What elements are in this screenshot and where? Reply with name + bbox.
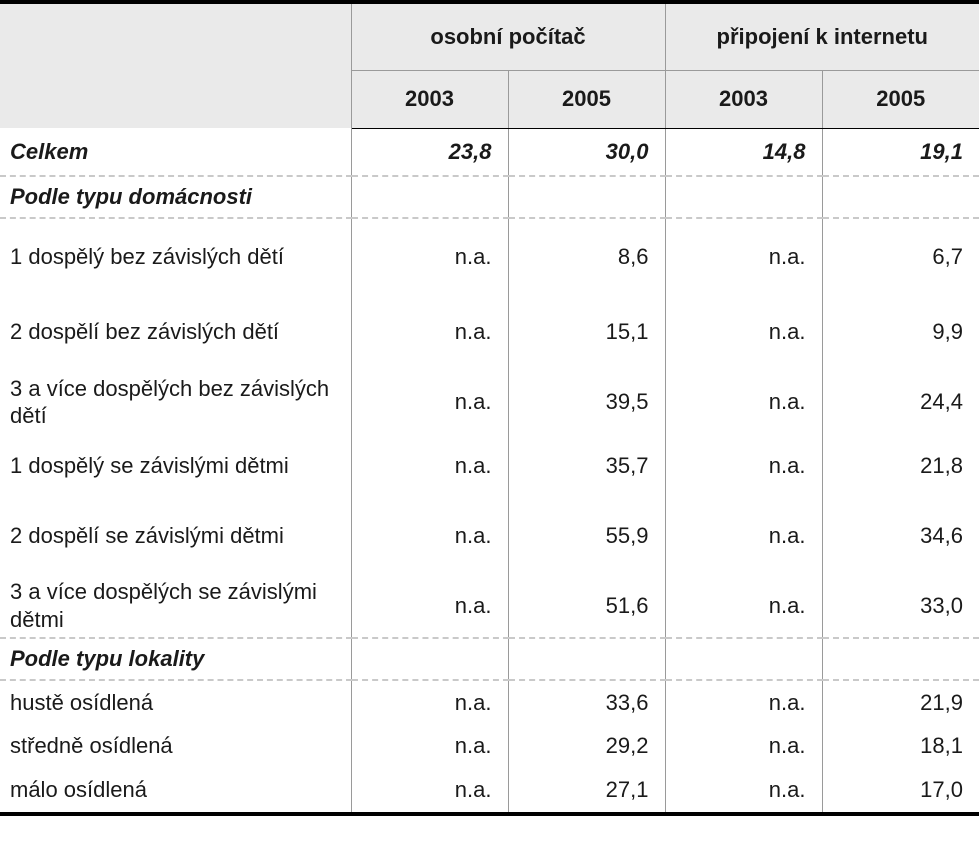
row-value: n.a. — [351, 370, 508, 434]
header-year: 2003 — [351, 70, 508, 128]
row-value: n.a. — [665, 498, 822, 574]
row-value: 23,8 — [351, 128, 508, 176]
row-value: 17,0 — [822, 768, 979, 814]
row-value: n.a. — [665, 724, 822, 768]
row-value: n.a. — [351, 434, 508, 498]
row-value: n.a. — [351, 498, 508, 574]
row-value: n.a. — [665, 768, 822, 814]
row-label: 1 dospělý se závislými dětmi — [0, 434, 351, 498]
row-value: 21,9 — [822, 680, 979, 724]
row-value: n.a. — [351, 294, 508, 370]
row-label: Celkem — [0, 128, 351, 176]
row-value: 24,4 — [822, 370, 979, 434]
table-row: 1 dospělý bez závislých dětín.a.8,6n.a.6… — [0, 218, 979, 294]
table-row: 2 dospělí se závislými dětmin.a.55,9n.a.… — [0, 498, 979, 574]
row-value: 19,1 — [822, 128, 979, 176]
row-value: 6,7 — [822, 218, 979, 294]
row-value: 39,5 — [508, 370, 665, 434]
row-label: 2 dospělí bez závislých dětí — [0, 294, 351, 370]
row-value: n.a. — [351, 680, 508, 724]
table-row: 3 a více dospělých bez závislých dětín.a… — [0, 370, 979, 434]
row-label: 3 a více dospělých bez závislých dětí — [0, 370, 351, 434]
table-row: málo osídlenán.a.27,1n.a.17,0 — [0, 768, 979, 814]
row-label: středně osídlená — [0, 724, 351, 768]
row-value — [665, 638, 822, 680]
table-row: Podle typu domácnosti — [0, 176, 979, 218]
table-row: 2 dospělí bez závislých dětín.a.15,1n.a.… — [0, 294, 979, 370]
row-value — [508, 176, 665, 218]
header-year: 2005 — [508, 70, 665, 128]
header-year: 2003 — [665, 70, 822, 128]
row-value — [351, 176, 508, 218]
row-value: 33,0 — [822, 574, 979, 638]
table-row: Podle typu lokality — [0, 638, 979, 680]
row-value: n.a. — [351, 574, 508, 638]
table-body: Celkem23,830,014,819,1Podle typu domácno… — [0, 128, 979, 814]
table-row: středně osídlenán.a.29,2n.a.18,1 — [0, 724, 979, 768]
row-value — [508, 638, 665, 680]
row-value: n.a. — [351, 218, 508, 294]
row-value: 29,2 — [508, 724, 665, 768]
row-value: n.a. — [665, 680, 822, 724]
table-row: hustě osídlenán.a.33,6n.a.21,9 — [0, 680, 979, 724]
row-label: 3 a více dospělých se závislými dětmi — [0, 574, 351, 638]
row-value: 33,6 — [508, 680, 665, 724]
row-value: 55,9 — [508, 498, 665, 574]
row-value — [351, 638, 508, 680]
header-group-pc: osobní počítač — [351, 2, 665, 70]
row-value: 8,6 — [508, 218, 665, 294]
header-year: 2005 — [822, 70, 979, 128]
row-value: n.a. — [665, 434, 822, 498]
header-group-internet: připojení k internetu — [665, 2, 979, 70]
row-value: 21,8 — [822, 434, 979, 498]
row-value: n.a. — [665, 294, 822, 370]
row-label: Podle typu domácnosti — [0, 176, 351, 218]
row-value — [822, 176, 979, 218]
row-value: n.a. — [665, 218, 822, 294]
row-value: 15,1 — [508, 294, 665, 370]
row-value: n.a. — [351, 724, 508, 768]
table-row: 3 a více dospělých se závislými dětmin.a… — [0, 574, 979, 638]
row-value: 9,9 — [822, 294, 979, 370]
table-row: Celkem23,830,014,819,1 — [0, 128, 979, 176]
row-label: málo osídlená — [0, 768, 351, 814]
header-blank — [0, 2, 351, 128]
row-value: 51,6 — [508, 574, 665, 638]
table-container: osobní počítač připojení k internetu 200… — [0, 0, 979, 816]
row-label: 2 dospělí se závislými dětmi — [0, 498, 351, 574]
table-header: osobní počítač připojení k internetu 200… — [0, 2, 979, 128]
row-label: hustě osídlená — [0, 680, 351, 724]
row-value: 14,8 — [665, 128, 822, 176]
row-value: 34,6 — [822, 498, 979, 574]
row-value: 30,0 — [508, 128, 665, 176]
row-value: 27,1 — [508, 768, 665, 814]
row-label: Podle typu lokality — [0, 638, 351, 680]
row-label: 1 dospělý bez závislých dětí — [0, 218, 351, 294]
row-value — [665, 176, 822, 218]
row-value: 35,7 — [508, 434, 665, 498]
table-row: 1 dospělý se závislými dětmin.a.35,7n.a.… — [0, 434, 979, 498]
row-value: n.a. — [665, 574, 822, 638]
row-value: 18,1 — [822, 724, 979, 768]
data-table: osobní počítač připojení k internetu 200… — [0, 0, 979, 816]
row-value: n.a. — [665, 370, 822, 434]
row-value: n.a. — [351, 768, 508, 814]
row-value — [822, 638, 979, 680]
